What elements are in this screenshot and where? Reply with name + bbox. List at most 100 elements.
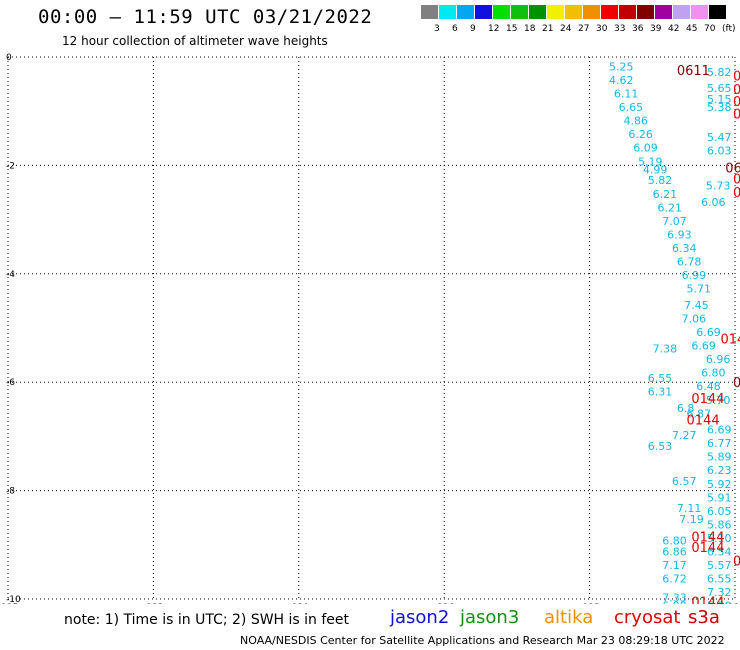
satellite-label-cryosat: cryosat [614,607,681,628]
legend-label: 9 [470,24,476,34]
pass-time-label: 0144 [691,392,724,407]
swh-label: 5.92 [707,478,732,491]
satellite-label-jason2: jason2 [390,607,450,628]
legend-swatch [475,5,492,19]
legend-label: 42 [668,24,680,34]
swh-label: 6.11 [614,88,639,101]
legend-label: 30 [596,24,608,34]
swh-label: 5.50 [707,600,732,604]
pass-time-label: 0144 [691,541,724,556]
x-tick-label: -132 [143,603,163,604]
legend-label: (ft) [722,24,736,34]
legend-swatch [583,5,600,19]
swh-label: 6.23 [707,464,732,477]
swh-label: 5.15 [707,93,732,106]
swh-label: 5.89 [707,451,732,464]
legend-swatch [547,5,564,19]
swh-label: 7.45 [684,299,709,312]
pass-time-label: 0142 [733,95,740,110]
swh-label: 6.31 [648,386,673,399]
swh-label: 6.77 [707,437,732,450]
legend-swatch [439,5,456,19]
swh-label: 6.06 [701,196,726,209]
swh-label: 7.33 [662,592,687,604]
y-tick-label: -2 [6,161,15,171]
swh-label: 5.65 [707,82,732,95]
legend-swatch [511,5,528,19]
satellite-label-jason3: jason3 [460,607,520,628]
swh-label: 5.25 [609,60,634,73]
swh-label: 7.11 [677,502,702,515]
swh-label: 6.53 [648,440,673,453]
legend-swatch [493,5,510,19]
legend-label: 36 [632,24,644,34]
swh-label: 6.69 [691,340,716,353]
swh-label: 6.57 [672,475,697,488]
swh-label: 6.86 [662,546,687,559]
pass-time-label: 0142 [733,83,740,98]
legend-label: 24 [560,24,572,34]
swh-label: 5.57 [707,559,732,572]
x-tick-label: -120 [725,603,740,604]
swh-label: 4.86 [624,115,649,128]
swh-label: 5.73 [706,180,731,193]
legend-swatch [421,5,438,19]
legend-swatch [655,5,672,19]
swh-label: 4.99 [643,163,668,176]
legend-swatch [529,5,546,19]
legend-label: 70 [704,24,716,34]
pass-time-label: 0610 [725,162,740,177]
swh-label: 7.38 [653,342,678,355]
swh-label: 7.07 [662,215,687,228]
swh-label: 6.54 [707,546,732,559]
swh-label: 6.48 [696,380,721,393]
satellite-label-altika: altika [544,607,594,628]
legend-label: 15 [506,24,518,34]
swh-label: 6.99 [682,269,707,282]
legend-swatch [457,5,474,19]
swh-label: 5.82 [648,174,673,187]
page-title: 00:00 — 11:59 UTC 03/21/2022 [38,6,373,28]
footer-credit: NOAA/NESDIS Center for Satellite Applica… [240,634,725,647]
swh-label: 6.21 [657,201,682,214]
swh-label: 6.99 [662,600,687,604]
y-tick-label: -8 [6,487,15,497]
x-tick-label: -129 [289,603,310,604]
swh-label: 6.05 [707,505,732,518]
swh-label: 6.34 [672,242,697,255]
swh-label: 6.72 [662,573,687,586]
swh-label: 7.27 [672,429,697,442]
swh-label: 7.19 [679,513,704,526]
swh-label: 6.69 [696,326,721,339]
legend-swatch [565,5,582,19]
legend-label: 18 [524,24,536,34]
legend-label: 27 [578,24,590,34]
swh-label: 7.17 [662,559,687,572]
legend-label: 3 [434,24,440,34]
map-plot: -135 -132 -129 -126 -123 -120 0 -2 -4 -6 -8 -10 5.25… [0,53,740,604]
pass-time-label: 0142 [733,107,740,122]
satellite-label-s3a: s3a [688,607,720,628]
x-tick-label: -135 [0,603,18,604]
pass-time-label: 0142 [733,70,740,85]
swh-label: 5.38 [707,101,732,114]
legend-label: 21 [542,24,554,34]
pass-time-label: 0144 [691,595,724,604]
legend-swatch [637,5,654,19]
swh-label: 6.93 [667,228,692,241]
x-tick-label: -123 [579,603,599,604]
swh-label: 5.47 [707,131,732,144]
swh-label: 6.09 [633,142,658,155]
swh-label: 5.86 [707,518,732,531]
swh-label: 6.80 [662,535,687,548]
legend-label: 45 [686,24,698,34]
swh-label: 4.62 [609,74,634,87]
swh-label: 7.06 [682,312,707,325]
swh-label: 6.03 [707,144,732,157]
swh-label: 5.91 [707,491,732,504]
y-tick-label: -6 [6,378,15,388]
pass-time-label: 0144 [691,530,724,545]
legend-swatch [709,5,726,19]
legend-label: 6 [452,24,458,34]
pass-time-label: 0 [733,555,740,570]
